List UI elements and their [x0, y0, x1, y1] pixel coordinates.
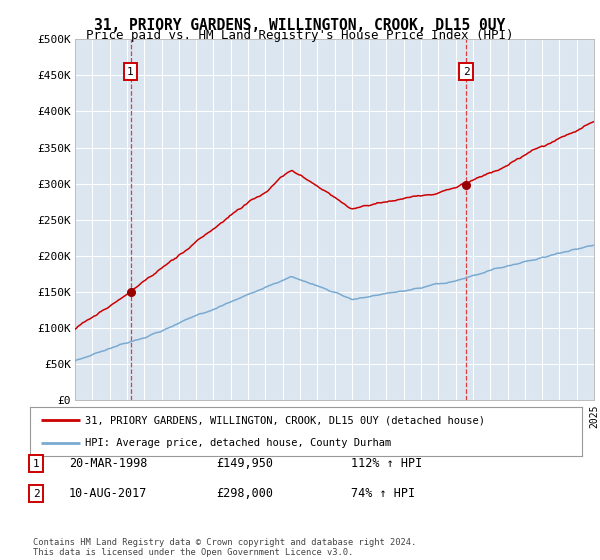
- Text: 112% ↑ HPI: 112% ↑ HPI: [351, 457, 422, 470]
- Text: 2: 2: [463, 67, 470, 77]
- Text: Price paid vs. HM Land Registry's House Price Index (HPI): Price paid vs. HM Land Registry's House …: [86, 29, 514, 42]
- Text: Contains HM Land Registry data © Crown copyright and database right 2024.
This d: Contains HM Land Registry data © Crown c…: [33, 538, 416, 557]
- Text: 20-MAR-1998: 20-MAR-1998: [69, 457, 148, 470]
- Text: HPI: Average price, detached house, County Durham: HPI: Average price, detached house, Coun…: [85, 438, 391, 448]
- Text: £149,950: £149,950: [216, 457, 273, 470]
- Text: 2: 2: [33, 489, 40, 499]
- Text: 31, PRIORY GARDENS, WILLINGTON, CROOK, DL15 0UY (detached house): 31, PRIORY GARDENS, WILLINGTON, CROOK, D…: [85, 416, 485, 426]
- Text: 1: 1: [127, 67, 134, 77]
- Text: £298,000: £298,000: [216, 487, 273, 501]
- Text: 10-AUG-2017: 10-AUG-2017: [69, 487, 148, 501]
- Text: 74% ↑ HPI: 74% ↑ HPI: [351, 487, 415, 501]
- Text: 1: 1: [33, 459, 40, 469]
- Text: 31, PRIORY GARDENS, WILLINGTON, CROOK, DL15 0UY: 31, PRIORY GARDENS, WILLINGTON, CROOK, D…: [94, 18, 506, 33]
